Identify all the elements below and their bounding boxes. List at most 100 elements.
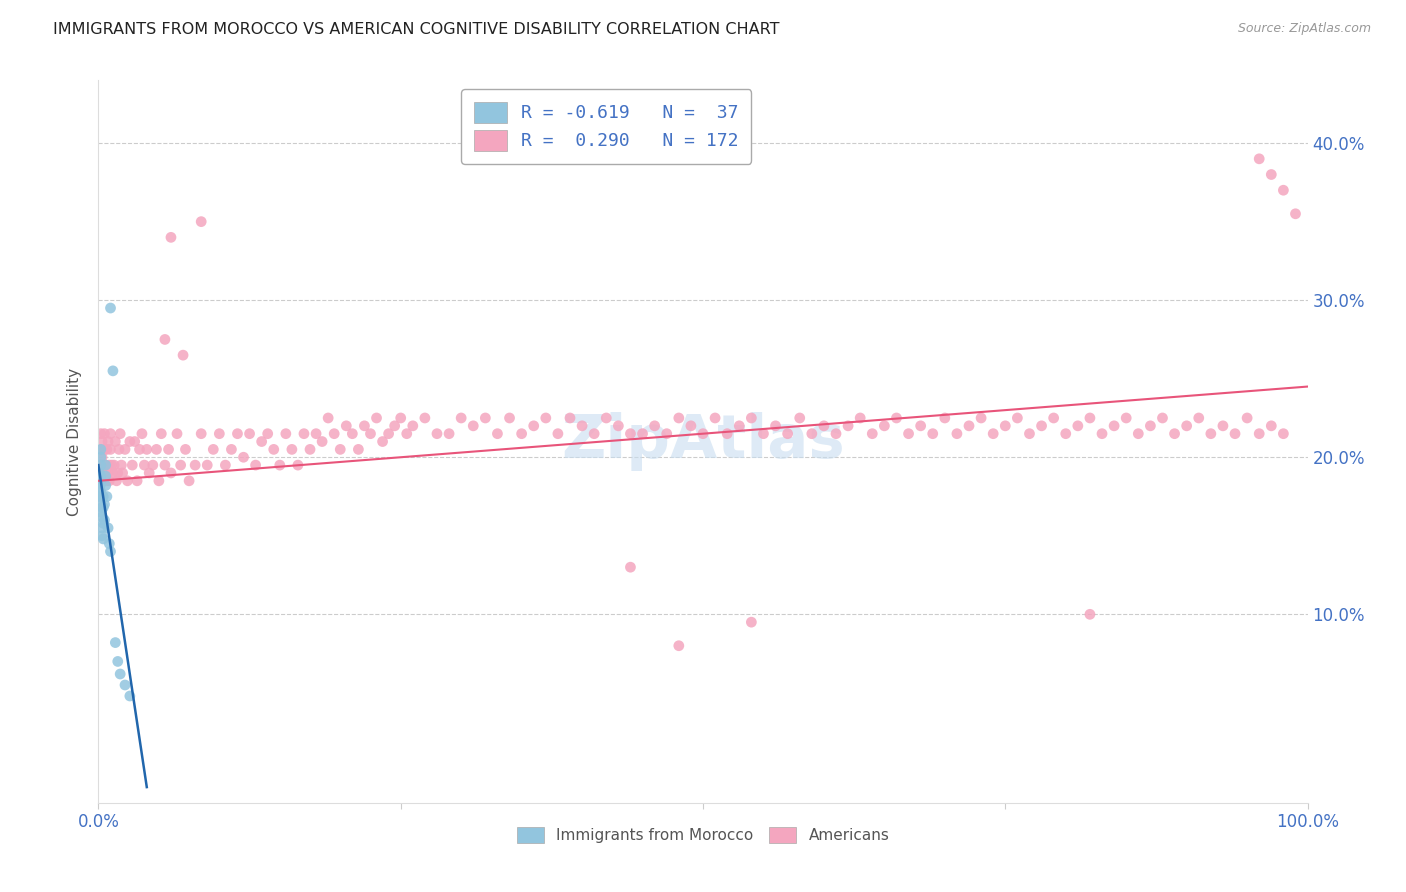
Point [342, 426, 364, 441]
Point [190, 426, 212, 441]
Point [1078, 411, 1101, 425]
Point [150, 426, 173, 441]
Point [849, 411, 872, 425]
Point [94, 466, 117, 480]
Point [910, 418, 932, 433]
Point [1091, 426, 1114, 441]
Point [800, 426, 823, 441]
Point [214, 458, 236, 472]
Point [1260, 418, 1282, 433]
Point [395, 426, 418, 441]
Point [97, 434, 120, 449]
Point [96, 474, 118, 488]
Text: IMMIGRANTS FROM MOROCCO VS AMERICAN COGNITIVE DISABILITY CORRELATION CHART: IMMIGRANTS FROM MOROCCO VS AMERICAN COGN… [53, 22, 780, 37]
Point [91, 521, 114, 535]
Point [172, 348, 194, 362]
Point [107, 655, 129, 669]
Point [402, 418, 425, 433]
Point [90, 442, 112, 457]
Point [1139, 418, 1161, 433]
Point [91, 458, 114, 472]
Point [583, 426, 606, 441]
Point [142, 458, 165, 472]
Point [98, 536, 121, 550]
Point [89, 474, 111, 488]
Point [474, 411, 496, 425]
Point [813, 418, 835, 433]
Point [607, 418, 630, 433]
Point [91, 490, 114, 504]
Point [90, 477, 112, 491]
Point [245, 458, 267, 472]
Point [263, 442, 285, 457]
Point [704, 411, 727, 425]
Point [114, 678, 136, 692]
Point [117, 474, 139, 488]
Point [100, 301, 122, 315]
Point [90, 426, 112, 441]
Point [184, 458, 207, 472]
Point [287, 458, 309, 472]
Point [426, 426, 449, 441]
Point [981, 426, 1004, 441]
Point [886, 411, 908, 425]
Point [360, 426, 382, 441]
Point [934, 411, 956, 425]
Point [384, 418, 406, 433]
Point [957, 418, 980, 433]
Point [90, 494, 112, 508]
Point [221, 442, 243, 457]
Point [232, 450, 254, 465]
Point [558, 411, 581, 425]
Point [1067, 418, 1090, 433]
Point [91, 510, 114, 524]
Point [716, 426, 738, 441]
Point [619, 560, 641, 574]
Point [202, 442, 225, 457]
Point [789, 411, 811, 425]
Point [740, 615, 762, 630]
Point [740, 411, 762, 425]
Point [91, 500, 114, 515]
Point [523, 418, 546, 433]
Point [91, 532, 114, 546]
Point [101, 364, 124, 378]
Point [108, 426, 131, 441]
Point [90, 450, 112, 465]
Point [413, 411, 436, 425]
Point [124, 434, 146, 449]
Point [655, 426, 678, 441]
Point [1152, 411, 1174, 425]
Point [105, 474, 128, 488]
Point [98, 474, 121, 488]
Point [498, 411, 520, 425]
Point [619, 426, 641, 441]
Point [190, 214, 212, 228]
Point [89, 466, 111, 480]
Point [94, 458, 117, 472]
Point [970, 411, 993, 425]
Point [1188, 411, 1211, 425]
Point [94, 458, 117, 472]
Point [96, 442, 118, 457]
Point [114, 442, 136, 457]
Text: ZipAtlas: ZipAtlas [561, 412, 845, 471]
Point [463, 418, 485, 433]
Point [250, 434, 273, 449]
Point [107, 466, 129, 480]
Point [897, 426, 920, 441]
Point [97, 466, 120, 480]
Point [377, 426, 399, 441]
Point [131, 426, 153, 441]
Point [752, 426, 775, 441]
Point [316, 411, 339, 425]
Point [145, 442, 167, 457]
Point [692, 426, 714, 441]
Point [89, 458, 111, 472]
Point [1018, 426, 1040, 441]
Point [103, 458, 125, 472]
Point [644, 418, 666, 433]
Point [366, 411, 388, 425]
Point [1223, 426, 1246, 441]
Point [1272, 183, 1295, 197]
